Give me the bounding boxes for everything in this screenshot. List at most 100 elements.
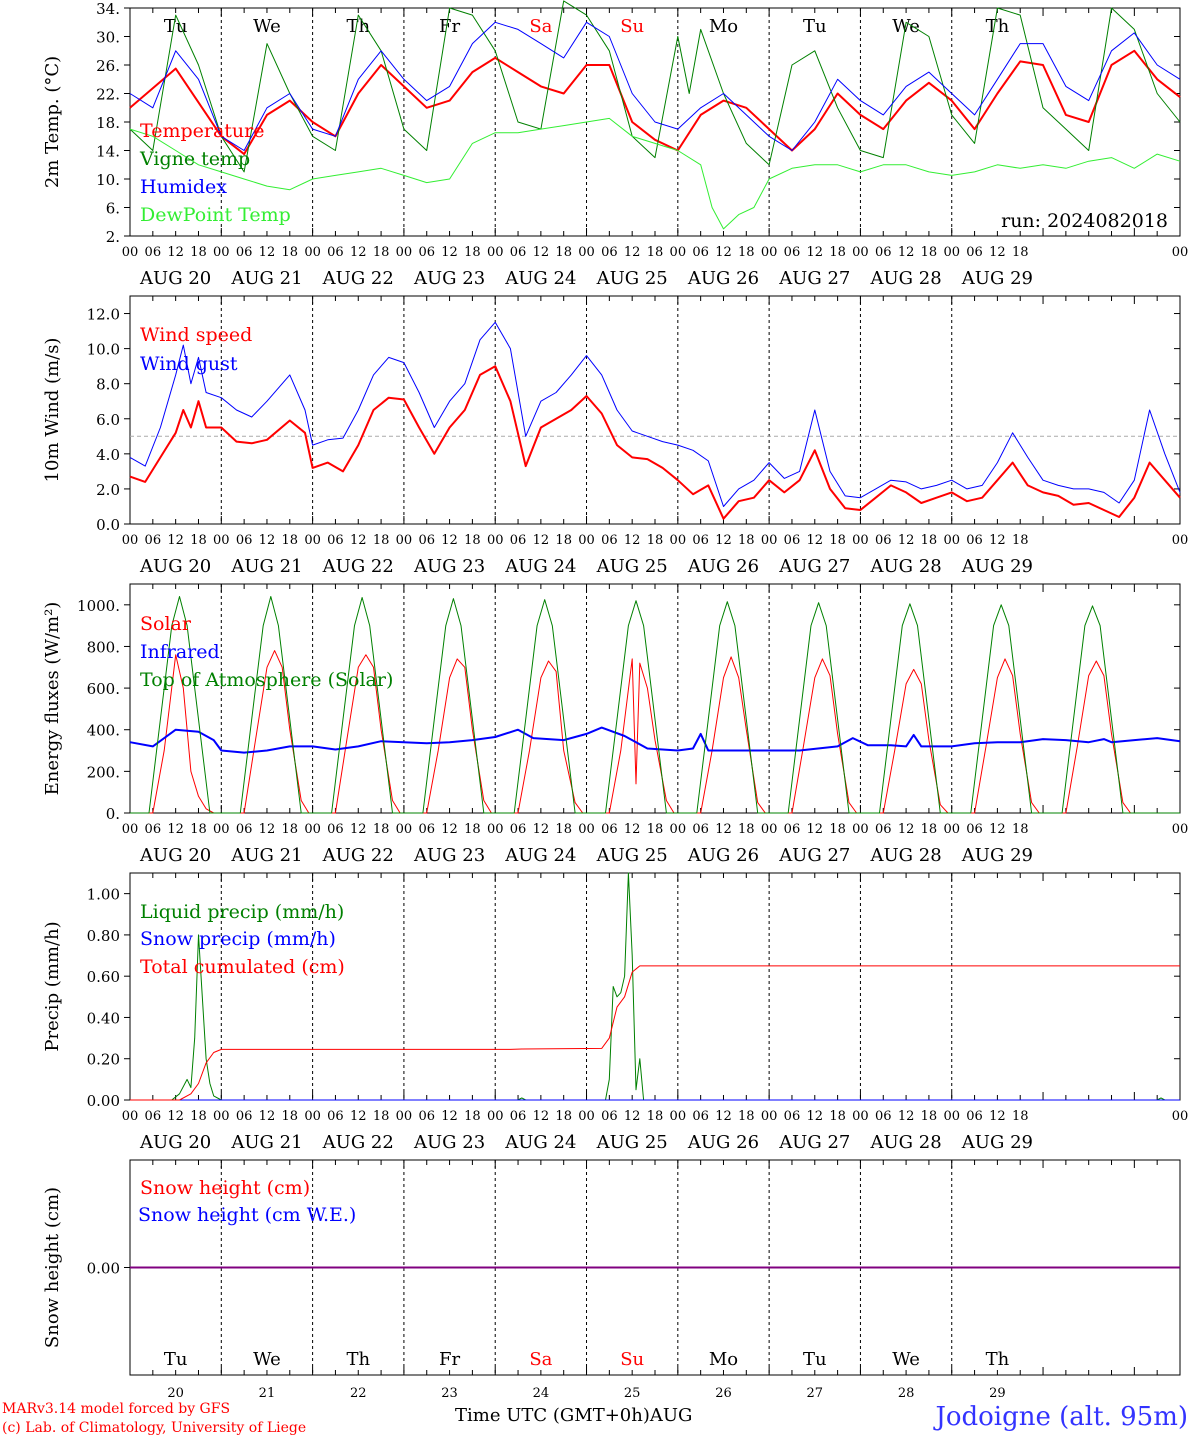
hour-label: 12 [715, 533, 732, 548]
day-abbr-label: Mo [709, 16, 738, 37]
hour-label: 06 [601, 822, 618, 837]
hour-label: 00 [761, 245, 778, 260]
series-line-3 [130, 965, 1180, 1101]
date-label: AUG 29 [961, 268, 1033, 289]
day-abbr-label: Tu [164, 16, 188, 37]
hour-label: 18 [829, 1109, 846, 1124]
hour-label: 18 [738, 1109, 755, 1124]
hour-label: 12 [167, 822, 184, 837]
date-label: AUG 29 [961, 556, 1033, 577]
date-label: AUG 21 [230, 1132, 302, 1153]
hour-label: 18 [464, 245, 481, 260]
hour-label: 12 [533, 245, 550, 260]
hour-label: 18 [190, 533, 207, 548]
date-label: AUG 20 [139, 268, 211, 289]
legend-entry: Wind gust [140, 353, 238, 375]
hour-label: 00 [943, 1109, 960, 1124]
date-label: AUG 21 [230, 845, 302, 866]
hour-label: 18 [190, 822, 207, 837]
legend-entry: Solar [140, 613, 192, 635]
model-credit: MARv3.14 model forced by GFS [2, 1401, 231, 1417]
hour-label: 06 [145, 1109, 162, 1124]
day-abbr-label: Fr [439, 1349, 460, 1370]
day-abbr-label: We [892, 1349, 920, 1370]
y-tick-label: 22. [96, 86, 120, 104]
y-tick-label: 10. [96, 171, 120, 189]
date-label: AUG 26 [687, 556, 759, 577]
legend-entry: Snow precip (mm/h) [140, 928, 336, 950]
hour-label: 12 [533, 1109, 550, 1124]
day-abbr-label: Sa [529, 16, 552, 37]
date-label: AUG 29 [961, 845, 1033, 866]
day-abbr-label: Sa [529, 1349, 552, 1370]
hour-label: 00 [396, 822, 413, 837]
hour-label: 06 [601, 245, 618, 260]
hour-label: 12 [441, 822, 458, 837]
hour-label: 18 [555, 1109, 572, 1124]
hour-label: 00 [396, 245, 413, 260]
date-label: AUG 27 [778, 845, 850, 866]
hour-label: 12 [167, 1109, 184, 1124]
hour-label: 06 [327, 1109, 344, 1124]
panel-4: 0.00 0.20 0.40 0.60 0.80 1.00 Precip (mm/h) 00 0… [42, 872, 1188, 1153]
hour-label: 18 [555, 533, 572, 548]
lab-credit: (c) Lab. of Climatology, University of L… [2, 1420, 307, 1436]
date-label: AUG 28 [869, 1132, 941, 1153]
series-line-3 [130, 596, 1180, 814]
hour-label: 18 [464, 822, 481, 837]
hour-label: 06 [510, 1109, 527, 1124]
hour-label: 00 [943, 822, 960, 837]
hour-label: 12 [807, 1109, 824, 1124]
hour-label: 06 [236, 245, 253, 260]
date-label: AUG 22 [322, 845, 394, 866]
hour-label: 00 [304, 245, 321, 260]
day-abbr-label: Mo [709, 1349, 738, 1370]
hour-label: 00 [1172, 822, 1189, 837]
hour-label: 18 [921, 533, 938, 548]
day-abbr-label: Su [620, 16, 644, 37]
hour-label: 18 [1012, 533, 1029, 548]
hour-label: 00 [943, 533, 960, 548]
date-label: AUG 25 [596, 845, 668, 866]
date-label: AUG 27 [778, 1132, 850, 1153]
hour-label: 00 [122, 245, 139, 260]
hour-label: 06 [327, 533, 344, 548]
series-line-2 [129, 0, 1181, 173]
date-label: AUG 22 [322, 268, 394, 289]
y-tick-label: 14. [96, 143, 120, 161]
hour-label: 18 [647, 1109, 664, 1124]
hour-label: 00 [487, 822, 504, 837]
day-abbr-label: Tu [164, 1349, 188, 1370]
hour-label: 06 [327, 822, 344, 837]
hour-label: 18 [1012, 245, 1029, 260]
y-tick-label: 6.0 [96, 411, 120, 429]
hour-label: 18 [1012, 1109, 1029, 1124]
hour-label: 12 [624, 822, 641, 837]
date-label: AUG 27 [778, 556, 850, 577]
date-label: AUG 23 [413, 1132, 485, 1153]
y-tick-label: 18. [96, 114, 120, 132]
panel-1: 2. 6. 10. 14. 18. 22. 26. 30. 34. 2m Temp. (°C) 00… [42, 0, 1188, 289]
hour-label: 12 [350, 822, 367, 837]
hour-label: 12 [989, 533, 1006, 548]
hour-label: 06 [601, 1109, 618, 1124]
hour-label: 06 [692, 533, 709, 548]
hour-label: 00 [943, 245, 960, 260]
hour-label: 18 [921, 1109, 938, 1124]
panel-5: 0.00 Snow height (cm) Tu We Th Fr Sa Su Mo Tu We Th… [42, 1159, 1181, 1401]
date-label: AUG 28 [869, 845, 941, 866]
hour-label: 12 [533, 533, 550, 548]
series-line-2 [129, 321, 1181, 507]
date-label: AUG 20 [139, 556, 211, 577]
hour-label: 12 [624, 245, 641, 260]
hour-label: 00 [487, 245, 504, 260]
hour-label: 18 [373, 822, 390, 837]
hour-label: 00 [852, 245, 869, 260]
hour-label: 12 [259, 822, 276, 837]
hour-label: 12 [807, 533, 824, 548]
hour-label: 12 [259, 533, 276, 548]
hour-label: 00 [852, 1109, 869, 1124]
hour-label: 00 [1172, 245, 1189, 260]
series-line-1 [129, 49, 1181, 156]
